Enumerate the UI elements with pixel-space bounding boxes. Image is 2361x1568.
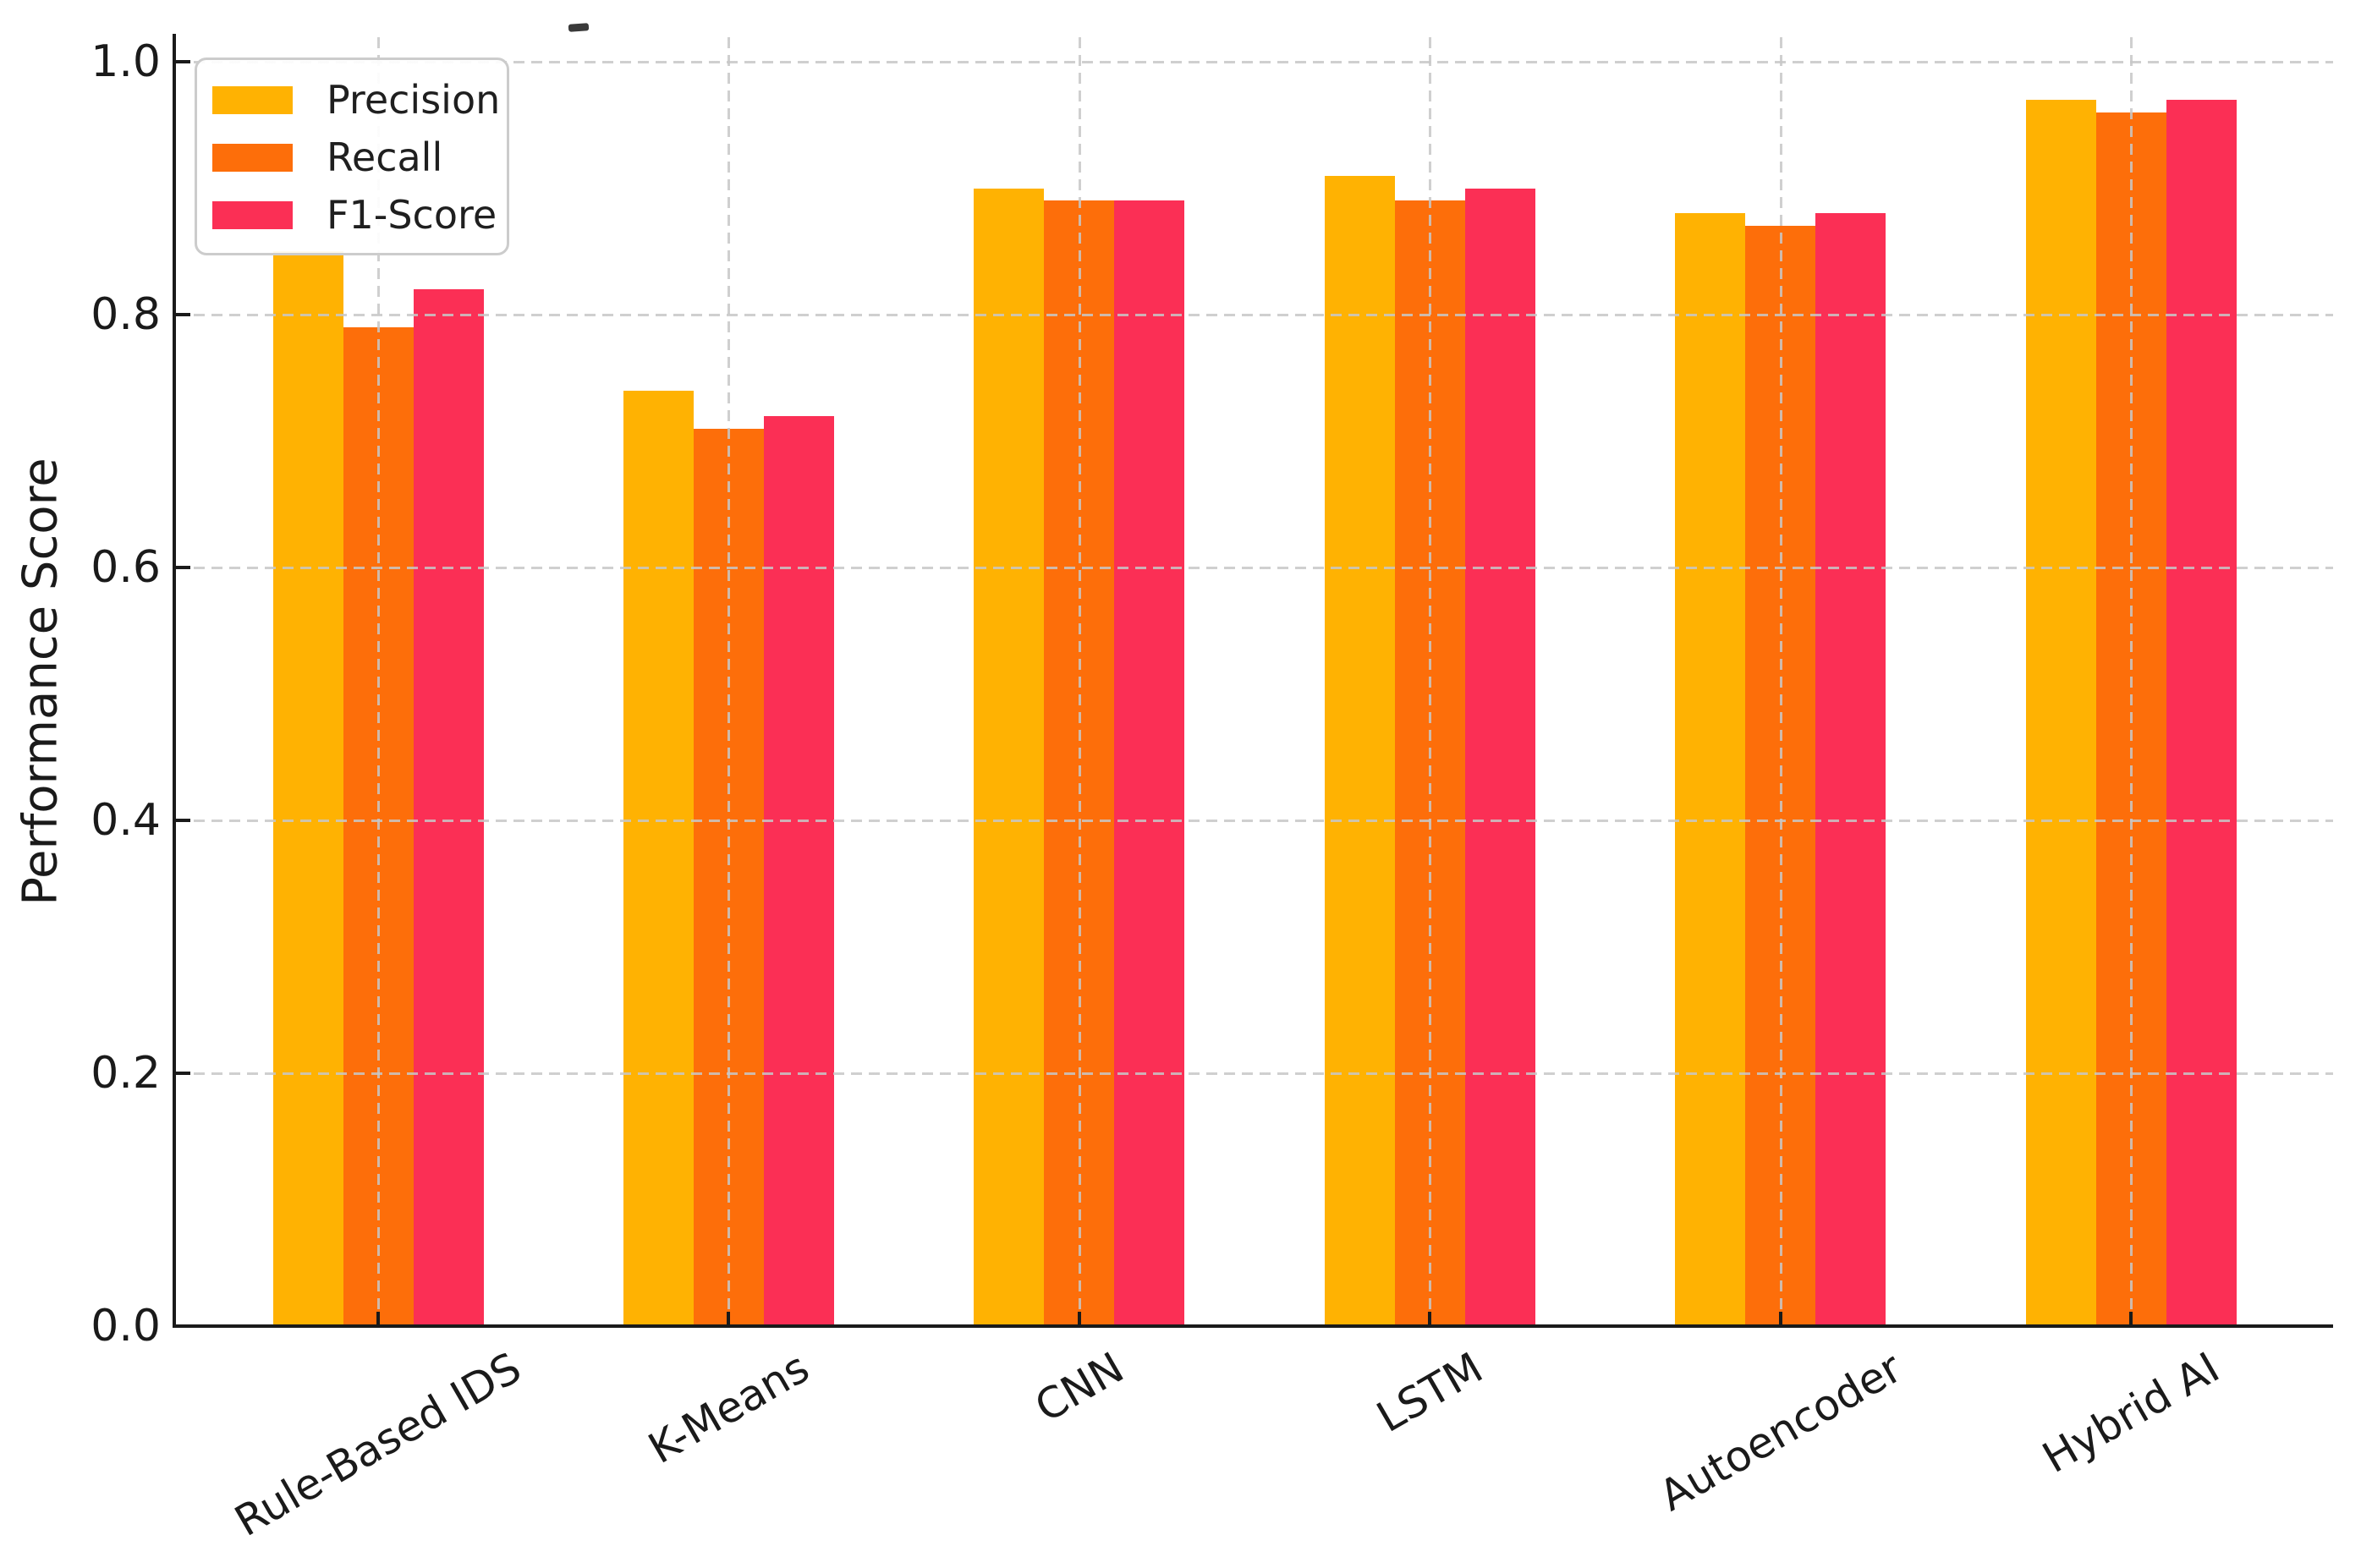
x-tick-mark xyxy=(727,1312,731,1326)
y-tick-label: 0.6 xyxy=(91,542,161,593)
y-tick-mark xyxy=(176,566,190,569)
bar-f1-score-1 xyxy=(763,415,834,1326)
v-gridline xyxy=(1078,37,1081,1326)
recall-swatch-icon xyxy=(212,143,293,172)
bar-precision-1 xyxy=(623,390,694,1326)
y-tick-mark xyxy=(176,1324,190,1328)
h-gridline xyxy=(176,567,2333,569)
legend-item-precision: Precision xyxy=(212,80,500,119)
h-gridline xyxy=(176,820,2333,822)
v-gridline xyxy=(1779,37,1782,1326)
bar-f1-score-3 xyxy=(1464,188,1535,1326)
x-tick-mark xyxy=(1778,1312,1782,1326)
x-tick-mark xyxy=(376,1312,380,1326)
x-tick-label: Rule-Based IDS xyxy=(227,1342,530,1546)
y-tick-label: 0.0 xyxy=(91,1301,161,1351)
precision-swatch-icon xyxy=(212,85,293,114)
v-gridline xyxy=(728,37,731,1326)
legend-label: F1-Score xyxy=(327,192,497,238)
v-gridline xyxy=(1429,37,1432,1326)
x-tick-label: Autoencoder xyxy=(1650,1342,1910,1521)
x-tick-mark xyxy=(1077,1312,1081,1326)
legend-label: Recall xyxy=(327,134,443,180)
y-tick-mark xyxy=(176,60,190,63)
legend-item-f1score: F1-Score xyxy=(212,195,497,234)
v-gridline xyxy=(2130,37,2133,1326)
y-tick-mark xyxy=(176,313,190,316)
bar-precision-3 xyxy=(1324,175,1395,1326)
y-tick-label: 1.0 xyxy=(91,36,161,87)
y-tick-label: 0.8 xyxy=(91,289,161,340)
f1-score-swatch-icon xyxy=(212,200,293,229)
bar-precision-0 xyxy=(272,251,343,1326)
x-tick-label: K-Means xyxy=(640,1342,817,1473)
left-axis-spine xyxy=(173,34,176,1328)
x-tick-label: CNN xyxy=(1026,1342,1132,1432)
y-tick-mark xyxy=(176,819,190,822)
x-tick-mark xyxy=(2129,1312,2133,1326)
x-tick-label: LSTM xyxy=(1369,1342,1491,1442)
legend: Precision Recall F1-Score xyxy=(195,58,509,255)
y-tick-label: 0.2 xyxy=(91,1048,161,1099)
h-gridline xyxy=(176,1072,2333,1075)
h-gridline xyxy=(176,314,2333,316)
bar-f1-score-2 xyxy=(1114,200,1185,1326)
plot-area xyxy=(176,37,2333,1326)
bar-precision-2 xyxy=(974,188,1045,1326)
legend-item-recall: Recall xyxy=(212,138,488,177)
bar-precision-5 xyxy=(2025,99,2096,1326)
x-tick-mark xyxy=(1428,1312,1432,1326)
bar-f1-score-4 xyxy=(1815,213,1886,1326)
x-tick-label: Hybrid AI xyxy=(2034,1342,2228,1483)
h-gridline xyxy=(176,61,2333,63)
stray-mark xyxy=(568,23,590,32)
bottom-axis-spine xyxy=(173,1324,2333,1328)
bar-f1-score-5 xyxy=(2166,99,2237,1326)
y-tick-label: 0.4 xyxy=(91,795,161,846)
y-tick-mark xyxy=(176,1072,190,1075)
bar-f1-score-0 xyxy=(413,289,484,1326)
legend-label: Precision xyxy=(327,77,501,123)
v-gridline xyxy=(377,37,380,1326)
bar-precision-4 xyxy=(1675,213,1746,1326)
